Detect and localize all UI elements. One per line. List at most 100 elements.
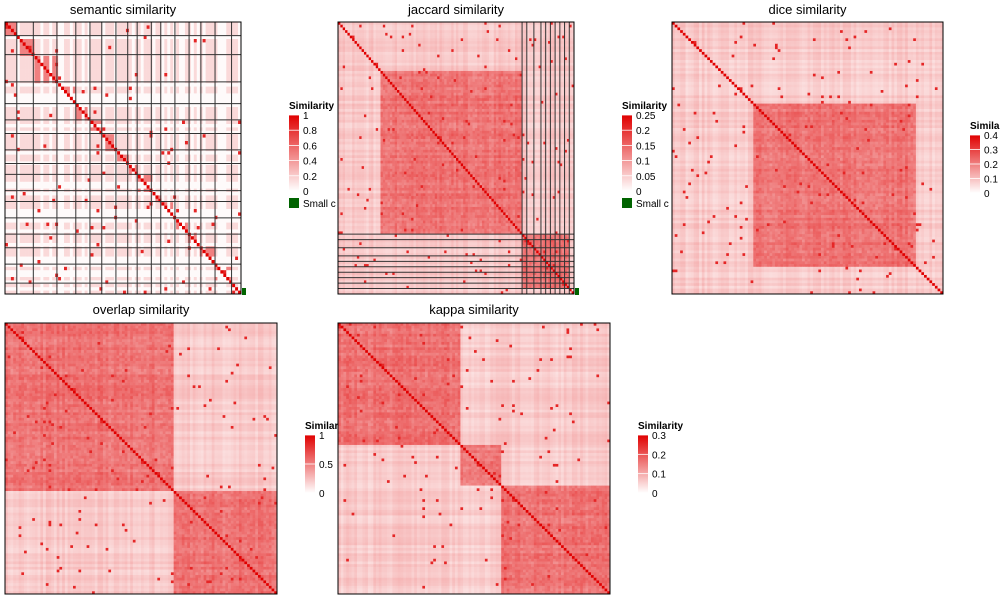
heatmap-cell bbox=[164, 29, 167, 33]
heatmap-cell bbox=[37, 22, 40, 26]
heatmap-cell bbox=[108, 39, 111, 43]
heatmap-cell bbox=[232, 39, 235, 43]
heatmap-cell bbox=[185, 46, 188, 50]
heatmap-cell bbox=[94, 46, 97, 50]
heatmap-cell bbox=[123, 25, 126, 29]
heatmap-cell bbox=[117, 46, 120, 50]
heatmap-cell bbox=[20, 39, 23, 43]
heatmap-cell bbox=[108, 46, 111, 50]
heatmap-cell bbox=[191, 46, 194, 50]
heatmap-cell bbox=[217, 49, 220, 53]
heatmap-cell bbox=[43, 39, 46, 43]
heatmap-cell bbox=[70, 49, 73, 53]
heatmap-cell bbox=[40, 39, 43, 43]
heatmap-cell bbox=[141, 22, 144, 26]
heatmap-cell bbox=[153, 42, 156, 46]
heatmap-cell bbox=[61, 25, 64, 29]
heatmap-cell bbox=[197, 46, 200, 50]
heatmap-cell bbox=[79, 42, 82, 46]
heatmap-cell bbox=[91, 39, 94, 43]
heatmap-cell bbox=[176, 36, 179, 40]
heatmap-cell bbox=[20, 29, 23, 33]
heatmap-cell bbox=[144, 22, 147, 26]
heatmap-cell bbox=[40, 22, 43, 26]
heatmap-cell bbox=[147, 22, 150, 26]
heatmap-cell bbox=[105, 22, 108, 26]
heatmap-cell bbox=[179, 46, 182, 50]
heatmap-cell bbox=[185, 42, 188, 46]
heatmap-cell bbox=[40, 36, 43, 40]
heatmap-cell bbox=[105, 25, 108, 29]
heatmap-cell bbox=[79, 36, 82, 40]
heatmap-cell bbox=[147, 49, 150, 53]
heatmap-cell bbox=[49, 29, 52, 33]
heatmap-cell bbox=[11, 22, 14, 26]
heatmap-cell bbox=[23, 29, 26, 33]
heatmap-cell bbox=[223, 46, 226, 50]
heatmap-cell bbox=[167, 25, 170, 29]
heatmap-cell bbox=[153, 22, 156, 26]
heatmap-cell bbox=[209, 42, 212, 46]
heatmap-cell bbox=[108, 22, 111, 26]
heatmap-cell bbox=[8, 49, 11, 53]
heatmap-cell bbox=[29, 22, 32, 26]
heatmap-cell bbox=[161, 25, 164, 29]
heatmap-cell bbox=[11, 46, 14, 50]
heatmap-cell bbox=[91, 42, 94, 46]
heatmap-cell bbox=[58, 29, 61, 33]
heatmap-cell bbox=[209, 36, 212, 40]
heatmap-cell bbox=[232, 49, 235, 53]
heatmap-cell bbox=[194, 29, 197, 33]
heatmap-cell bbox=[161, 49, 164, 53]
heatmap-cell bbox=[197, 42, 200, 46]
heatmap-cell bbox=[220, 49, 223, 53]
heatmap-cell bbox=[141, 36, 144, 40]
heatmap-cell bbox=[70, 25, 73, 29]
heatmap-cell bbox=[191, 39, 194, 43]
heatmap-cell bbox=[212, 22, 215, 26]
heatmap-cell bbox=[170, 36, 173, 40]
heatmap-cell bbox=[132, 22, 135, 26]
heatmap-cell bbox=[235, 36, 238, 40]
heatmap-cell bbox=[64, 25, 67, 29]
heatmap-cell bbox=[167, 36, 170, 40]
heatmap-cell bbox=[96, 42, 99, 46]
heatmap-cell bbox=[212, 39, 215, 43]
heatmap-cell bbox=[235, 42, 238, 46]
heatmap-cell bbox=[182, 39, 185, 43]
heatmap-cell bbox=[223, 39, 226, 43]
heatmap-cell bbox=[141, 49, 144, 53]
heatmap-cell bbox=[212, 36, 215, 40]
heatmap-cell bbox=[46, 49, 49, 53]
heatmap-cell bbox=[102, 22, 105, 26]
heatmap-cell bbox=[203, 39, 206, 43]
heatmap-cell bbox=[70, 42, 73, 46]
heatmap-cell bbox=[82, 49, 85, 53]
heatmap-cell bbox=[206, 49, 209, 53]
heatmap-cell bbox=[223, 29, 226, 33]
heatmap-cell bbox=[138, 29, 141, 33]
heatmap-cell bbox=[94, 22, 97, 26]
heatmap-cell bbox=[123, 39, 126, 43]
heatmap-cell bbox=[132, 46, 135, 50]
heatmap-cell bbox=[129, 36, 132, 40]
heatmap-cell bbox=[40, 25, 43, 29]
heatmap-cell bbox=[64, 46, 67, 50]
heatmap-cell bbox=[235, 25, 238, 29]
heatmap-cell bbox=[111, 22, 114, 26]
heatmap-cell bbox=[194, 42, 197, 46]
heatmap-cell bbox=[220, 25, 223, 29]
heatmap-cell bbox=[223, 49, 226, 53]
heatmap-cell bbox=[132, 29, 135, 33]
heatmap-cell bbox=[85, 49, 88, 53]
heatmap-cell bbox=[176, 29, 179, 33]
heatmap-cell bbox=[170, 22, 173, 26]
heatmap-cell bbox=[46, 39, 49, 43]
heatmap-cell bbox=[111, 36, 114, 40]
heatmap-cell bbox=[191, 36, 194, 40]
heatmap-cell bbox=[46, 36, 49, 40]
heatmap-cell bbox=[117, 39, 120, 43]
heatmap-cell bbox=[217, 46, 220, 50]
heatmap-cell bbox=[108, 42, 111, 46]
heatmap-cell bbox=[58, 46, 61, 50]
